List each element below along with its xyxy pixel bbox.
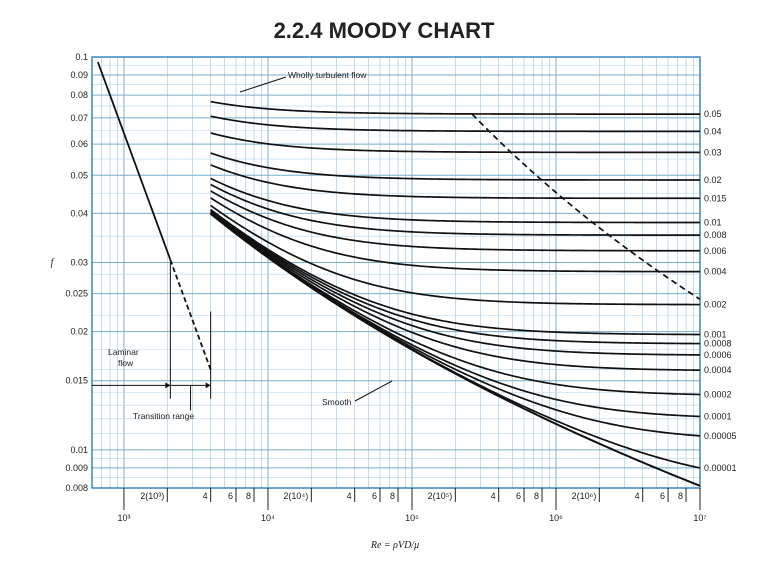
smooth-curve bbox=[210, 212, 700, 487]
roughness-label: 0.00001 bbox=[704, 463, 737, 473]
x-minor-tick-label: 4 bbox=[491, 491, 496, 501]
roughness-label: 0.02 bbox=[704, 175, 722, 185]
roughness-curve bbox=[210, 210, 700, 356]
x-major-tick-label: 10⁶ bbox=[549, 513, 563, 523]
laminar-label: flow bbox=[118, 358, 134, 368]
x-minor-tick-label: 6 bbox=[660, 491, 665, 501]
roughness-label: 0.05 bbox=[704, 109, 722, 119]
x-minor-tick-label: 8 bbox=[390, 491, 395, 501]
y-axis-label: f bbox=[51, 257, 55, 268]
roughness-label: 0.00005 bbox=[704, 431, 737, 441]
y-tick-label: 0.01 bbox=[70, 445, 88, 455]
x-minor-tick-label: 4 bbox=[635, 491, 640, 501]
chart-title: 2.2.4 MOODY CHART bbox=[273, 18, 495, 43]
x-minor-tick-label: 2(10⁵) bbox=[428, 491, 453, 501]
y-tick-label: 0.015 bbox=[65, 376, 88, 386]
x-axis-label: Re = ρVD/μ bbox=[370, 540, 419, 551]
roughness-curve bbox=[210, 211, 700, 372]
roughness-label: 0.0004 bbox=[704, 365, 732, 375]
x-minor-tick-label: 6 bbox=[228, 491, 233, 501]
roughness-curve bbox=[210, 209, 700, 345]
roughness-curve bbox=[210, 100, 700, 115]
roughness-label: 0.001 bbox=[704, 330, 727, 340]
y-tick-label: 0.08 bbox=[70, 90, 88, 100]
roughness-curve bbox=[210, 197, 700, 273]
roughness-label: 0.006 bbox=[704, 246, 727, 256]
roughness-label: 0.0001 bbox=[704, 411, 732, 421]
roughness-label: 0.04 bbox=[704, 126, 722, 136]
roughness-curve bbox=[210, 177, 700, 224]
roughness-label: 0.002 bbox=[704, 300, 727, 310]
x-minor-tick-label: 2(10⁶) bbox=[572, 491, 597, 501]
y-tick-label: 0.008 bbox=[65, 483, 88, 493]
x-minor-tick-label: 8 bbox=[534, 491, 539, 501]
x-minor-tick-label: 4 bbox=[203, 491, 208, 501]
roughness-label: 0.01 bbox=[704, 218, 722, 228]
roughness-curve bbox=[210, 164, 700, 200]
transition-range-arrow bbox=[205, 382, 211, 389]
laminar-label: Laminar bbox=[108, 347, 139, 357]
x-minor-tick-label: 8 bbox=[246, 491, 251, 501]
roughness-label: 0.0006 bbox=[704, 350, 732, 360]
x-minor-tick-label: 2(10⁴) bbox=[283, 491, 308, 501]
smooth-pointer bbox=[354, 380, 393, 402]
wholly-turbulent-line bbox=[471, 113, 700, 301]
roughness-label: 0.0008 bbox=[704, 339, 732, 349]
roughness-label: 0.004 bbox=[704, 267, 727, 277]
y-tick-label: 0.1 bbox=[75, 52, 88, 62]
laminar-line bbox=[97, 61, 172, 261]
wholly-turbulent-label: Wholly turbulent flow bbox=[288, 70, 367, 80]
laminar-range-arrow bbox=[165, 382, 171, 389]
x-minor-tick-label: 2(10³) bbox=[140, 491, 164, 501]
x-minor-tick-label: 6 bbox=[516, 491, 521, 501]
label-layer: 0.1 0.09 0.08 0.07 0.06 0.05 0.04 0.03 0.025 0.02… bbox=[51, 52, 737, 551]
curve-layer bbox=[97, 61, 700, 487]
wholly-turbulent-pointer bbox=[239, 76, 287, 93]
roughness-curve bbox=[210, 204, 700, 306]
transition-label: Transition range bbox=[133, 411, 194, 421]
roughness-label: 0.015 bbox=[704, 193, 727, 203]
y-tick-label: 0.05 bbox=[70, 170, 88, 180]
x-minor-tick-label: 8 bbox=[678, 491, 683, 501]
x-major-tick-label: 10³ bbox=[117, 513, 130, 523]
x-minor-tick-label: 6 bbox=[372, 491, 377, 501]
x-minor-tick-label: 4 bbox=[347, 491, 352, 501]
roughness-curve bbox=[210, 208, 700, 336]
y-tick-label: 0.07 bbox=[70, 113, 88, 123]
y-tick-label: 0.025 bbox=[65, 289, 88, 299]
laminar-extension-dashed bbox=[169, 259, 212, 371]
plot-frame bbox=[91, 56, 701, 489]
roughness-curve bbox=[210, 152, 700, 181]
roughness-label: 0.03 bbox=[704, 147, 722, 157]
roughness-curve bbox=[210, 190, 700, 252]
y-tick-label: 0.04 bbox=[70, 208, 88, 218]
x-major-tick-label: 10⁷ bbox=[693, 513, 706, 523]
smooth-label: Smooth bbox=[322, 397, 352, 407]
roughness-curve bbox=[210, 183, 700, 236]
roughness-curve bbox=[210, 115, 700, 133]
roughness-label: 0.0002 bbox=[704, 389, 732, 399]
y-tick-label: 0.03 bbox=[70, 257, 88, 267]
y-tick-label: 0.06 bbox=[70, 139, 88, 149]
y-tick-label: 0.009 bbox=[65, 463, 88, 473]
roughness-curve bbox=[210, 212, 700, 396]
y-tick-label: 0.09 bbox=[70, 70, 88, 80]
grid-layer bbox=[91, 56, 701, 489]
roughness-curve bbox=[210, 132, 700, 154]
roughness-label: 0.008 bbox=[704, 230, 727, 240]
y-tick-label: 0.02 bbox=[70, 327, 88, 337]
x-major-tick-label: 10⁴ bbox=[261, 513, 275, 523]
x-major-tick-label: 10⁵ bbox=[405, 513, 419, 523]
